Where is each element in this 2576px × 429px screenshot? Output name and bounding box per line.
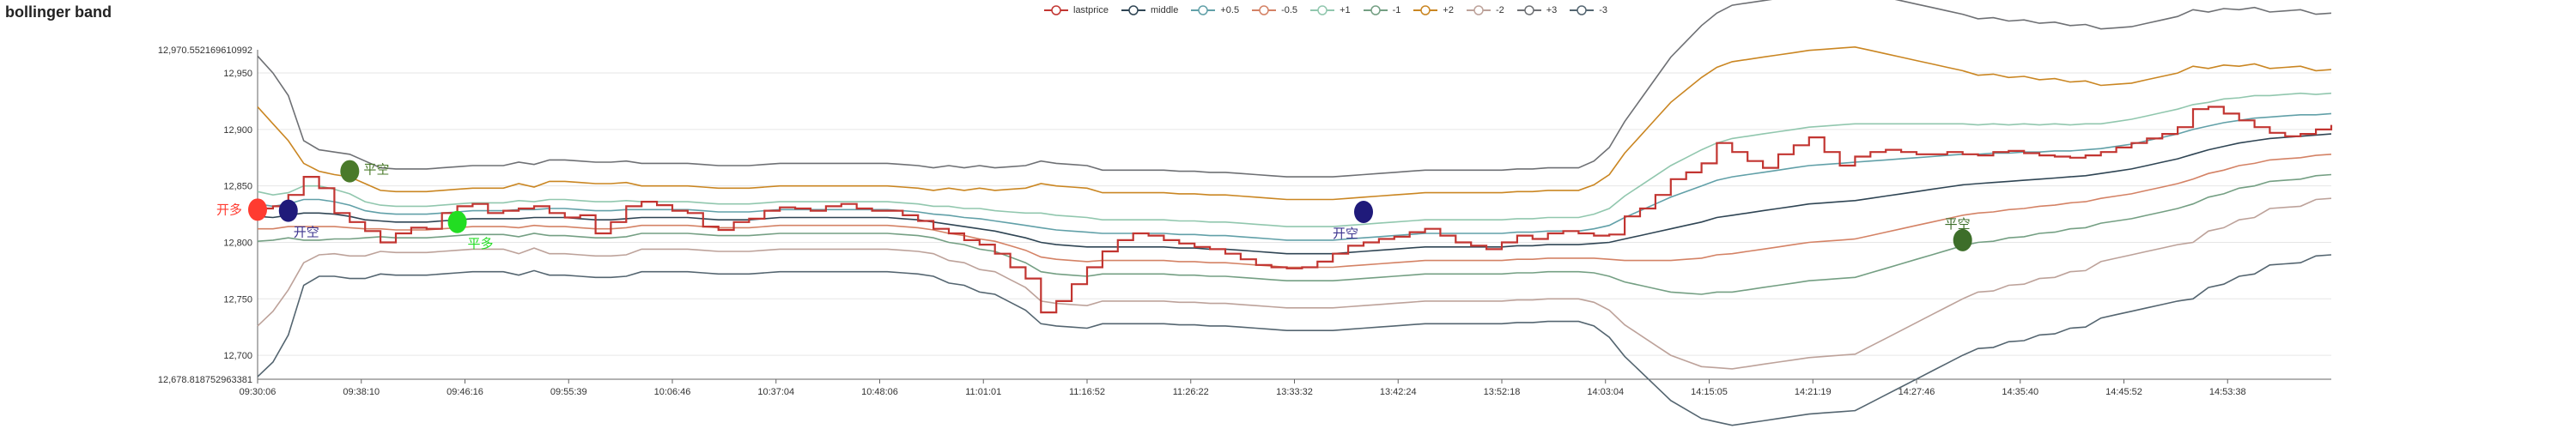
x-tick-label: 11:26:22 [1173, 387, 1209, 397]
series-line-plus2 [257, 45, 2332, 201]
x-tick-label: 14:15:05 [1691, 387, 1728, 397]
x-tick-label: 14:45:52 [2105, 387, 2142, 397]
legend-label: -0.5 [1281, 5, 1298, 15]
x-tick-label: 10:48:06 [861, 387, 898, 397]
y-tick-label: 12,950 [223, 69, 252, 79]
y-tick-label: 12,900 [223, 125, 252, 136]
legend-label: -3 [1599, 5, 1608, 15]
legend-item[interactable]: -0.5 [1251, 3, 1297, 17]
x-tick-label: 14:03:04 [1587, 387, 1624, 397]
trade-marker[interactable] [340, 160, 360, 183]
series-line-plus0-5 [257, 112, 2332, 241]
series-line-plus1 [257, 92, 2332, 227]
legend-label: middle [1150, 5, 1179, 15]
legend-item[interactable]: +3 [1516, 3, 1558, 17]
legend-swatch-icon [1252, 5, 1277, 15]
y-max-label: 12,970.552169610992 [158, 45, 252, 56]
x-tick-label: 09:38:10 [343, 387, 380, 397]
x-tick-label: 09:55:39 [550, 387, 587, 397]
series-line-minus3 [257, 254, 2332, 426]
legend-swatch-icon [1466, 5, 1491, 15]
series-line-minus0-5 [258, 154, 2332, 269]
legend-swatch-icon [1570, 5, 1595, 15]
x-tick-label: 11:16:52 [1069, 387, 1105, 397]
x-tick-label: 09:46:16 [447, 387, 483, 397]
chart-title: bollinger band [5, 3, 112, 21]
series-line-middle [257, 133, 2332, 255]
legend-swatch-icon [1363, 5, 1388, 15]
y-tick-label: 12,850 [223, 182, 252, 192]
series-lines [257, 0, 2333, 426]
legend-label: +1 [1340, 5, 1351, 15]
y-tick-label: 12,750 [223, 294, 252, 305]
legend-swatch-icon [1413, 5, 1438, 15]
y-tick-label: 12,700 [223, 351, 252, 361]
legend-item[interactable]: lastprice [1043, 3, 1109, 17]
x-tick-label: 14:35:40 [2002, 387, 2038, 397]
legend-item[interactable]: -2 [1466, 3, 1504, 17]
x-tick-label: 14:53:38 [2209, 387, 2246, 397]
legend-label: +2 [1443, 5, 1454, 15]
legend-item[interactable]: -3 [1569, 3, 1607, 17]
legend-swatch-icon [1516, 5, 1541, 15]
x-tick-label: 14:21:19 [1795, 387, 1832, 397]
series-line-lastprice [258, 106, 2333, 314]
trade-marker-label: 平多 [468, 236, 494, 251]
legend-swatch-icon [1121, 5, 1145, 15]
series-line-plus3 [257, 0, 2332, 178]
x-tick-label: 13:33:32 [1276, 387, 1313, 397]
legend-swatch-icon [1044, 5, 1068, 15]
series-line-minus2 [257, 197, 2332, 370]
x-tick-label: 13:42:24 [1380, 387, 1417, 397]
legend-item[interactable]: +0.5 [1190, 3, 1239, 17]
trade-marker[interactable] [1354, 200, 1373, 223]
legend-swatch-icon [1191, 5, 1216, 15]
legend-item[interactable]: +2 [1413, 3, 1454, 17]
trade-marker-label: 开多 [216, 202, 242, 217]
legend-item[interactable]: +1 [1309, 3, 1351, 17]
y-tick-label: 12,800 [223, 238, 252, 248]
x-tick-label: 10:37:04 [757, 387, 794, 397]
legend-label: +3 [1546, 5, 1558, 15]
trade-marker-label: 平空 [1945, 216, 1971, 232]
trade-marker-label: 开空 [1333, 226, 1358, 241]
x-tick-label: 10:06:46 [654, 387, 691, 397]
trade-marker[interactable] [447, 210, 467, 233]
trade-marker-label: 开空 [294, 225, 319, 240]
trade-marker[interactable] [1953, 228, 1972, 251]
legend-label: -2 [1495, 5, 1504, 15]
trade-marker[interactable] [248, 198, 267, 221]
legend-label: lastprice [1073, 5, 1109, 15]
trade-marker[interactable] [278, 199, 298, 222]
x-tick-label: 11:01:01 [965, 387, 1001, 397]
x-tick-label: 14:27:46 [1899, 387, 1935, 397]
y-min-label: 12,678.818752963381 [158, 375, 252, 385]
x-tick-label: 09:30:06 [240, 387, 276, 397]
axes: 12,700 12,750 12,800 12,850 12,900 12,950 12,9… [158, 45, 2331, 397]
chart-legend[interactable]: lastprice middle +0.5 -0.5 +1 -1 +2 -2 +3 -3 [1043, 3, 1619, 17]
legend-label: -1 [1392, 5, 1401, 15]
legend-item[interactable]: -1 [1363, 3, 1401, 17]
trade-marker-label: 平空 [363, 162, 389, 178]
x-tick-label: 13:52:18 [1484, 387, 1521, 397]
legend-swatch-icon [1310, 5, 1335, 15]
grid [258, 72, 2331, 356]
legend-item[interactable]: middle [1121, 3, 1178, 17]
series-line-minus1 [257, 173, 2332, 295]
legend-label: +0.5 [1220, 5, 1240, 15]
